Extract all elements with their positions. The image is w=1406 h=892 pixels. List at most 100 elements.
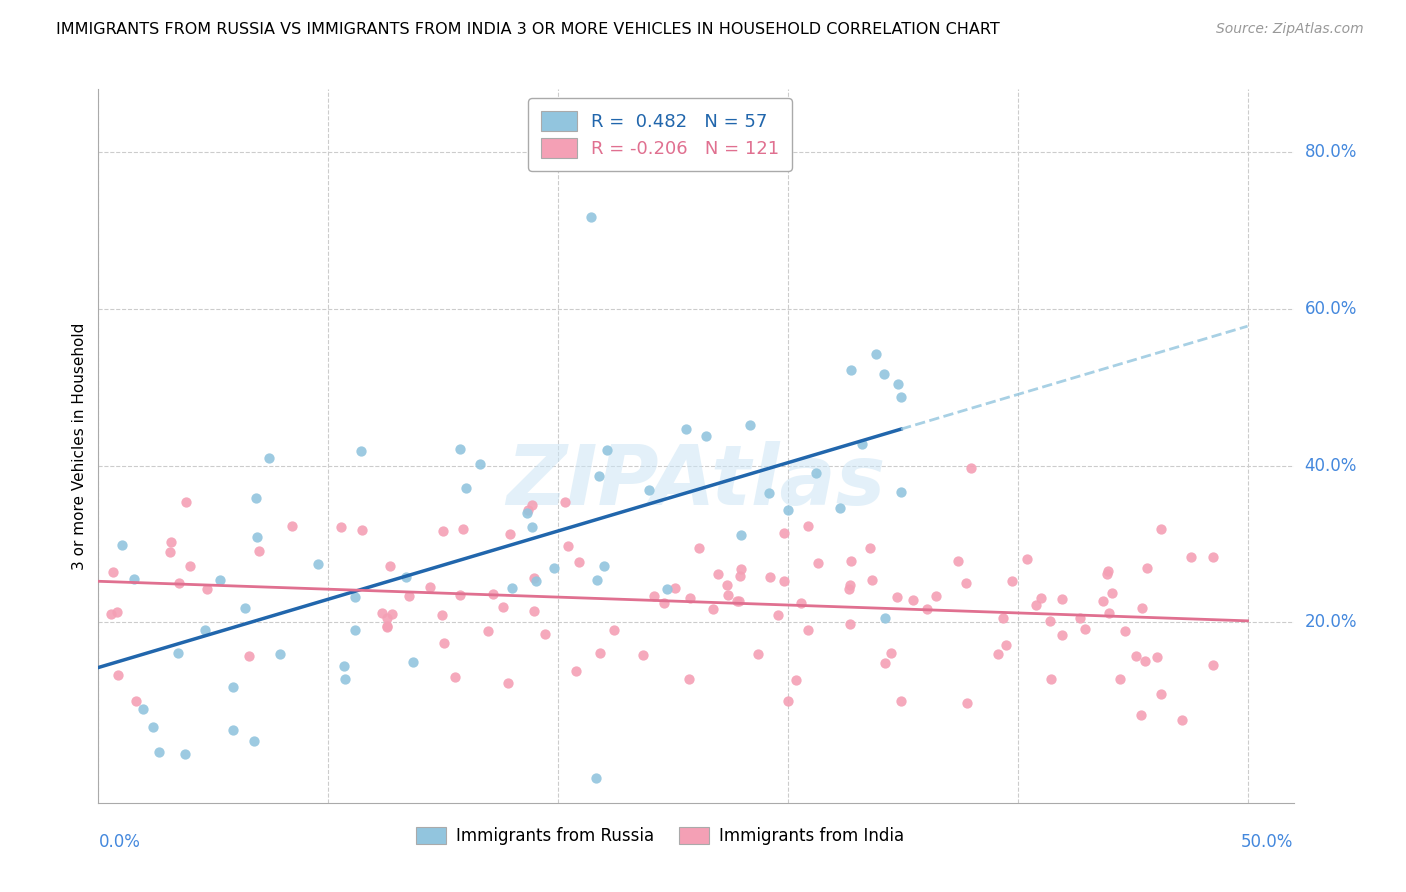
Y-axis label: 3 or more Vehicles in Household: 3 or more Vehicles in Household: [72, 322, 87, 570]
Point: [554, 495, 576, 509]
Point: [890, 694, 912, 708]
Point: [111, 537, 134, 551]
Point: [1069, 611, 1091, 625]
Point: [534, 627, 557, 641]
Point: [1098, 606, 1121, 620]
Text: 50.0%: 50.0%: [1241, 833, 1294, 851]
Point: [222, 680, 245, 694]
Point: [105, 605, 128, 619]
Point: [1180, 550, 1202, 565]
Point: [728, 594, 751, 608]
Point: [257, 451, 280, 466]
Point: [730, 528, 752, 542]
Point: [398, 589, 420, 603]
Point: [174, 495, 197, 509]
Point: [880, 646, 903, 660]
Point: [717, 588, 740, 602]
Point: [401, 655, 423, 669]
Point: [1025, 599, 1047, 613]
Point: [841, 363, 863, 377]
Point: [1092, 594, 1115, 608]
Point: [1129, 708, 1152, 723]
Point: [716, 578, 738, 592]
Point: [1015, 552, 1038, 566]
Point: [122, 572, 145, 586]
Point: [350, 523, 373, 537]
Point: [638, 483, 661, 498]
Text: 20.0%: 20.0%: [1305, 614, 1357, 632]
Point: [602, 623, 624, 637]
Point: [679, 591, 702, 605]
Point: [588, 468, 610, 483]
Point: [468, 457, 491, 471]
Point: [589, 646, 612, 660]
Point: [955, 575, 977, 590]
Point: [828, 500, 851, 515]
Point: [1125, 649, 1147, 664]
Point: [797, 519, 820, 533]
Point: [655, 582, 678, 597]
Point: [142, 720, 165, 734]
Point: [924, 590, 946, 604]
Point: [174, 747, 197, 761]
Point: [1039, 672, 1062, 686]
Point: [246, 530, 269, 544]
Point: [333, 672, 356, 686]
Text: 80.0%: 80.0%: [1305, 143, 1357, 161]
Point: [1074, 622, 1097, 636]
Point: [1095, 566, 1118, 581]
Point: [1097, 564, 1119, 578]
Point: [838, 582, 860, 597]
Point: [581, 211, 603, 225]
Point: [247, 544, 270, 558]
Point: [344, 623, 367, 637]
Point: [378, 559, 401, 574]
Point: [1171, 713, 1194, 727]
Point: [839, 554, 862, 568]
Point: [520, 498, 543, 512]
Point: [523, 571, 546, 585]
Point: [333, 658, 356, 673]
Point: [159, 544, 181, 558]
Point: [886, 377, 908, 392]
Point: [492, 600, 515, 615]
Point: [516, 503, 538, 517]
Point: [395, 569, 418, 583]
Point: [375, 619, 398, 633]
Point: [523, 603, 546, 617]
Point: [1050, 591, 1073, 606]
Point: [1202, 549, 1225, 564]
Point: [956, 696, 979, 710]
Point: [873, 367, 896, 381]
Point: [269, 647, 291, 661]
Point: [307, 557, 329, 571]
Point: [664, 581, 686, 595]
Point: [1109, 672, 1132, 686]
Point: [524, 574, 547, 588]
Point: [797, 624, 820, 638]
Point: [482, 587, 505, 601]
Point: [453, 522, 475, 536]
Point: [430, 607, 453, 622]
Point: [652, 596, 675, 610]
Point: [432, 524, 454, 538]
Point: [381, 607, 404, 621]
Point: [449, 442, 471, 456]
Point: [1130, 600, 1153, 615]
Point: [1202, 657, 1225, 672]
Point: [371, 607, 394, 621]
Point: [100, 607, 122, 622]
Point: [585, 771, 607, 785]
Point: [890, 484, 912, 499]
Point: [890, 391, 912, 405]
Point: [443, 670, 465, 684]
Point: [1135, 560, 1157, 574]
Point: [375, 611, 398, 625]
Text: ZIPAtlas: ZIPAtlas: [506, 442, 886, 522]
Point: [688, 541, 710, 555]
Point: [643, 589, 665, 603]
Point: [1029, 591, 1052, 606]
Point: [859, 541, 882, 556]
Point: [759, 570, 782, 584]
Point: [807, 556, 830, 570]
